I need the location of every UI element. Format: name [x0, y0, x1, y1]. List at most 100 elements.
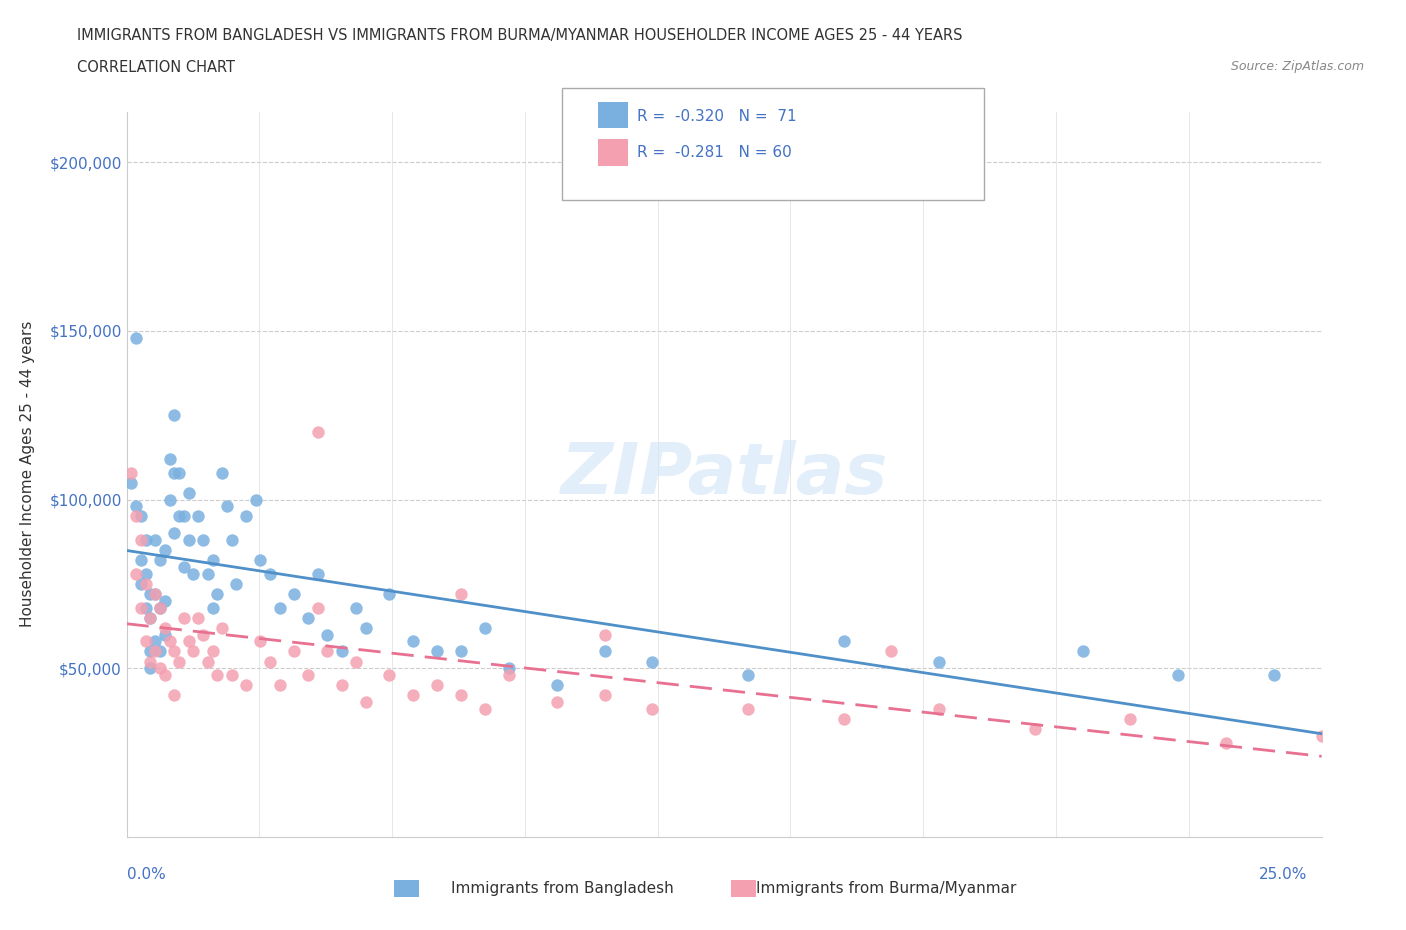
Text: 25.0%: 25.0%: [1260, 867, 1308, 882]
Text: IMMIGRANTS FROM BANGLADESH VS IMMIGRANTS FROM BURMA/MYANMAR HOUSEHOLDER INCOME A: IMMIGRANTS FROM BANGLADESH VS IMMIGRANTS…: [77, 28, 963, 43]
Point: [163, 465, 186, 480]
Point: [135, 577, 157, 591]
Point: [593, 644, 616, 658]
Point: [129, 533, 152, 548]
Point: [1071, 644, 1094, 658]
Point: [402, 688, 425, 703]
Text: Immigrants from Burma/Myanmar: Immigrants from Burma/Myanmar: [755, 881, 1017, 896]
Point: [207, 587, 229, 602]
Point: [129, 600, 152, 615]
Point: [474, 701, 496, 716]
Point: [120, 475, 142, 490]
Point: [149, 553, 172, 568]
Point: [143, 644, 166, 658]
Point: [344, 600, 367, 615]
Point: [153, 668, 176, 683]
Point: [153, 627, 176, 642]
Point: [832, 711, 855, 726]
Point: [546, 678, 568, 693]
Point: [167, 465, 190, 480]
Point: [191, 627, 214, 642]
Point: [235, 509, 257, 524]
Point: [173, 560, 195, 575]
Point: [163, 408, 186, 423]
Point: [259, 566, 281, 581]
Text: Source: ZipAtlas.com: Source: ZipAtlas.com: [1230, 60, 1364, 73]
Point: [153, 620, 176, 635]
Point: [221, 533, 243, 548]
Point: [139, 661, 162, 676]
Point: [211, 465, 233, 480]
Point: [378, 587, 401, 602]
Point: [426, 678, 449, 693]
Point: [235, 678, 257, 693]
Point: [307, 566, 329, 581]
Point: [1263, 668, 1285, 683]
Point: [928, 654, 950, 669]
Point: [129, 577, 152, 591]
Point: [139, 654, 162, 669]
Point: [283, 644, 305, 658]
Point: [737, 668, 759, 683]
Point: [1215, 735, 1237, 750]
Point: [139, 610, 162, 625]
Text: Immigrants from Bangladesh: Immigrants from Bangladesh: [451, 881, 673, 896]
Point: [197, 566, 219, 581]
Point: [197, 654, 219, 669]
Point: [149, 600, 172, 615]
Point: [880, 644, 903, 658]
Point: [316, 644, 339, 658]
Point: [149, 644, 172, 658]
Point: [221, 668, 243, 683]
Point: [1024, 722, 1046, 737]
Point: [297, 610, 319, 625]
Point: [139, 610, 162, 625]
Point: [183, 566, 205, 581]
Point: [135, 533, 157, 548]
Point: [159, 634, 181, 649]
Point: [139, 587, 162, 602]
Point: [832, 634, 855, 649]
Point: [450, 587, 472, 602]
Point: [450, 644, 472, 658]
Point: [177, 634, 200, 649]
Point: [163, 525, 186, 540]
Point: [135, 600, 157, 615]
Point: [297, 668, 319, 683]
Text: 0.0%: 0.0%: [127, 867, 166, 882]
Point: [135, 634, 157, 649]
Point: [426, 644, 449, 658]
Point: [153, 543, 176, 558]
Point: [201, 553, 224, 568]
Point: [1310, 728, 1333, 743]
Point: [153, 593, 176, 608]
Point: [120, 465, 142, 480]
Point: [737, 701, 759, 716]
Point: [450, 688, 472, 703]
Point: [641, 701, 664, 716]
Point: [498, 661, 520, 676]
Point: [167, 654, 190, 669]
Point: [125, 566, 148, 581]
Point: [593, 688, 616, 703]
Point: [211, 620, 233, 635]
Point: [593, 627, 616, 642]
Point: [330, 644, 353, 658]
Point: [143, 533, 166, 548]
Point: [474, 620, 496, 635]
Y-axis label: Householder Income Ages 25 - 44 years: Householder Income Ages 25 - 44 years: [21, 321, 35, 628]
Point: [928, 701, 950, 716]
Point: [269, 678, 291, 693]
Point: [307, 425, 329, 440]
Point: [125, 498, 148, 513]
Point: [201, 644, 224, 658]
Point: [283, 587, 305, 602]
Point: [143, 634, 166, 649]
Text: ZIPatlas: ZIPatlas: [561, 440, 887, 509]
Point: [1167, 668, 1189, 683]
Point: [1119, 711, 1142, 726]
Point: [163, 644, 186, 658]
Point: [177, 533, 200, 548]
Point: [143, 587, 166, 602]
Point: [143, 587, 166, 602]
